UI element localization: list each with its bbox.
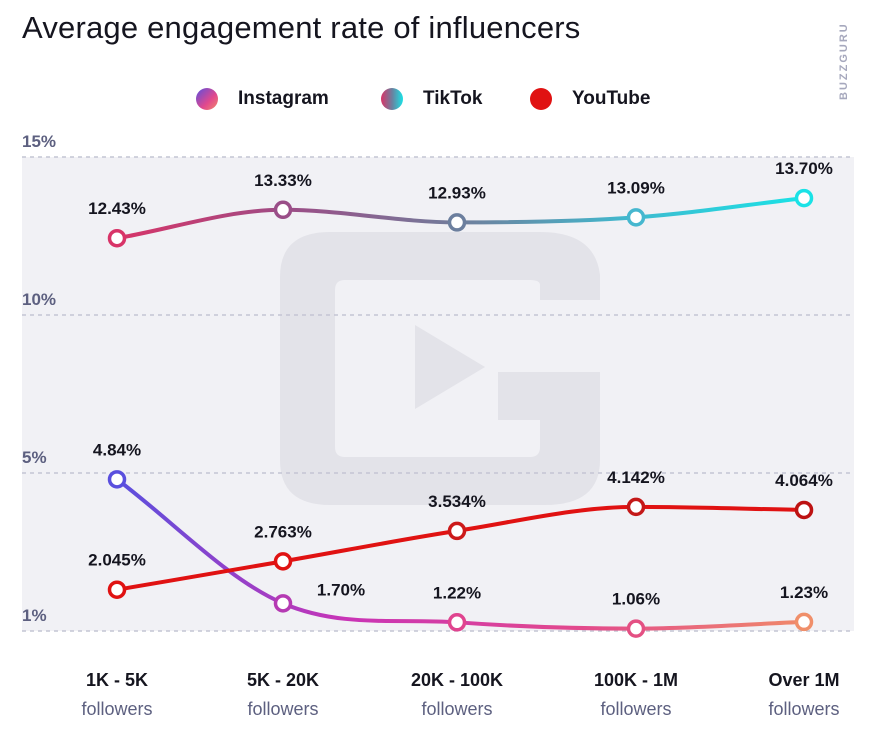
data-point-tiktok[interactable] [107,228,127,248]
x-tick-sublabel: followers [421,699,492,719]
legend-label-youtube: YouTube [572,88,651,109]
data-label-youtube: 4.064% [775,471,833,490]
data-label-instagram: 4.84% [93,440,141,459]
data-label-youtube: 4.142% [607,468,665,487]
legend-item-tiktok[interactable]: TikTok [381,88,482,110]
legend-label-tiktok: TikTok [423,88,483,109]
legend-item-instagram[interactable]: Instagram [196,88,329,110]
y-tick-label: 1% [22,606,47,625]
chart-title: Average engagement rate of influencers [22,10,581,45]
data-label-instagram: 1.22% [433,583,481,602]
y-tick-label: 5% [22,448,47,467]
data-point-youtube[interactable] [447,521,467,541]
legend-label-instagram: Instagram [238,88,329,109]
data-point-instagram[interactable] [273,594,293,613]
data-label-instagram: 1.23% [780,583,828,602]
x-tick-sublabel: followers [600,699,671,719]
legend-swatch-tiktok [381,88,403,110]
y-tick-label: 15% [22,132,56,151]
data-label-tiktok: 12.43% [88,199,146,218]
data-labels: 4.84% 1.70% 1.22% 1.06% 1.23% 12.43% 13.33% 12.… [88,159,833,609]
x-axis: 1K - 5K followers 5K - 20K followers 20K - 1… [81,670,839,719]
grid-lines: 15% 10% 5% 1% [22,132,854,632]
y-tick-label: 10% [22,290,56,309]
data-point-tiktok[interactable] [626,208,646,227]
x-tick-label: 5K - 20K [247,670,319,690]
data-point-youtube[interactable] [794,500,814,520]
data-point-youtube[interactable] [107,580,127,599]
data-point-tiktok[interactable] [273,200,293,220]
series-points [107,188,814,638]
data-label-youtube: 3.534% [428,492,486,511]
data-label-instagram: 1.06% [612,590,660,609]
legend-swatch-youtube [530,88,552,110]
data-label-tiktok: 13.33% [254,171,312,190]
data-label-tiktok: 12.93% [428,183,486,202]
x-tick-sublabel: followers [768,699,839,719]
data-label-instagram: 1.70% [317,580,365,599]
x-tick-label: 100K - 1M [594,670,678,690]
data-label-youtube: 2.045% [88,551,146,570]
x-tick-sublabel: followers [247,699,318,719]
legend-swatch-instagram [196,88,218,110]
x-tick-label: Over 1M [768,670,839,690]
data-label-tiktok: 13.70% [775,159,833,178]
data-point-tiktok[interactable] [794,188,814,208]
x-tick-label: 20K - 100K [411,670,503,690]
data-point-youtube[interactable] [273,552,293,571]
data-point-instagram[interactable] [626,619,646,638]
data-label-tiktok: 13.09% [607,178,665,197]
data-label-youtube: 2.763% [254,522,312,541]
data-point-tiktok[interactable] [447,213,467,232]
data-point-instagram[interactable] [447,613,467,632]
x-tick-sublabel: followers [81,699,152,719]
watermark-logo [280,232,600,505]
x-tick-label: 1K - 5K [86,670,148,690]
data-point-instagram[interactable] [794,612,814,632]
data-point-instagram[interactable] [107,470,127,489]
data-point-youtube[interactable] [626,497,646,517]
legend-item-youtube[interactable]: YouTube [530,88,650,110]
